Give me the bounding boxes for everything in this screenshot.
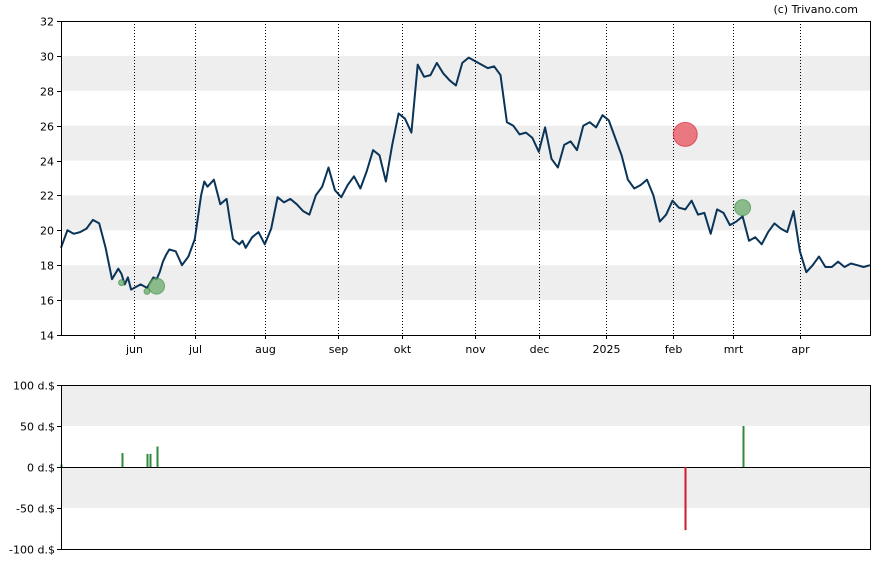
buy-marker — [734, 199, 752, 217]
month-tick-label: okt — [394, 343, 412, 356]
transaction-tick-label: 100 d.$ — [13, 380, 55, 393]
price-tick-label: 18 — [40, 260, 54, 273]
price-tick-label: 28 — [40, 86, 54, 99]
month-tick-label: aug — [255, 343, 276, 356]
transaction-band — [61, 467, 870, 508]
month-axis-ticks: jun jul aug sep okt nov dec 2025 feb mrt apr — [125, 335, 810, 356]
price-chart-frame — [61, 21, 871, 336]
month-tick-label: sep — [329, 343, 348, 356]
month-tick-label: feb — [665, 343, 683, 356]
transaction-bars — [60, 426, 745, 531]
transaction-y-axis-ticks: 100 d.$ 50 d.$ 0 d.$ -50 d.$ -100 d.$ — [9, 380, 61, 557]
buy-marker — [118, 279, 126, 287]
month-tick-label: jun — [125, 343, 143, 356]
price-band — [61, 125, 870, 161]
sell-marker — [672, 121, 698, 147]
price-tick-label: 14 — [40, 330, 54, 343]
price-y-axis-ticks: 14 16 18 20 22 24 26 28 30 32 — [40, 16, 61, 343]
transaction-bands — [61, 385, 870, 508]
transaction-tick-label: -50 d.$ — [16, 503, 55, 516]
price-tick-label: 32 — [40, 16, 54, 29]
credit-text: (c) Trivano.com — [773, 3, 858, 16]
price-tick-label: 30 — [40, 51, 54, 64]
month-tick-label: mrt — [724, 343, 744, 356]
month-tick-label: apr — [791, 343, 810, 356]
transaction-tick-label: 50 d.$ — [20, 421, 55, 434]
transaction-chart-frame — [61, 385, 871, 550]
buy-marker — [148, 277, 166, 295]
month-tick-label: jul — [188, 343, 202, 356]
price-tick-label: 26 — [40, 121, 54, 134]
price-series-line — [60, 56, 871, 291]
price-chart: 14 16 18 20 22 24 26 28 30 32 jun jul aug sep okt nov d… — [40, 16, 871, 356]
price-tick-label: 16 — [40, 295, 54, 308]
transaction-tick-label: 0 d.$ — [27, 462, 55, 475]
transaction-band — [61, 385, 870, 426]
month-gridlines — [134, 21, 801, 335]
month-tick-label: nov — [465, 343, 486, 356]
price-tick-label: 24 — [40, 156, 54, 169]
transaction-tick-label: -100 d.$ — [9, 544, 55, 557]
transaction-chart: 100 d.$ 50 d.$ 0 d.$ -50 d.$ -100 d.$ — [9, 380, 871, 557]
trade-markers — [118, 121, 752, 295]
price-band — [61, 265, 870, 301]
month-tick-label: dec — [530, 343, 550, 356]
month-tick-label: 2025 — [593, 343, 621, 356]
price-tick-label: 22 — [40, 190, 54, 203]
price-tick-label: 20 — [40, 225, 54, 238]
